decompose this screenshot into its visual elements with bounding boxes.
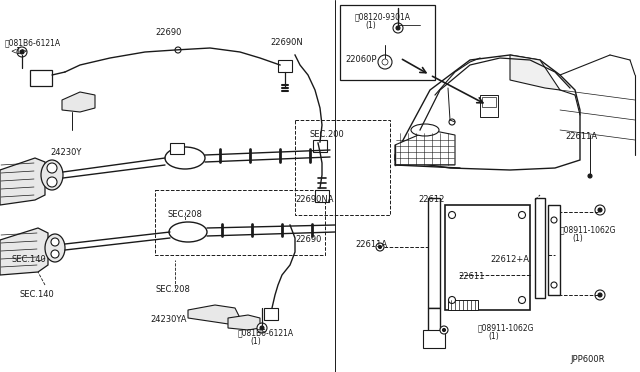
Ellipse shape — [45, 234, 65, 262]
Text: 22611A: 22611A — [565, 132, 597, 141]
Circle shape — [440, 326, 448, 334]
Circle shape — [595, 290, 605, 300]
Text: 22612: 22612 — [418, 195, 444, 204]
Circle shape — [51, 250, 59, 258]
Polygon shape — [395, 55, 580, 170]
Text: (1): (1) — [572, 234, 583, 243]
Circle shape — [518, 296, 525, 304]
Bar — [315, 190, 329, 202]
Text: Ⓑ08120-9301A: Ⓑ08120-9301A — [355, 12, 411, 21]
Text: (1): (1) — [488, 332, 499, 341]
Circle shape — [449, 296, 456, 304]
Text: SEC.140: SEC.140 — [20, 290, 55, 299]
Text: SEC.208: SEC.208 — [155, 285, 190, 294]
Text: 22690N: 22690N — [270, 38, 303, 47]
Ellipse shape — [169, 222, 207, 242]
Bar — [428, 308, 440, 338]
Polygon shape — [228, 315, 260, 330]
Text: Ⓑ081B6-6121A: Ⓑ081B6-6121A — [5, 38, 61, 47]
Polygon shape — [0, 158, 45, 205]
Text: <1>: <1> — [10, 47, 28, 56]
Circle shape — [598, 208, 602, 212]
Circle shape — [598, 293, 602, 297]
Text: Ⓑ081B6-6121A: Ⓑ081B6-6121A — [238, 328, 294, 337]
Circle shape — [551, 282, 557, 288]
Circle shape — [396, 26, 400, 30]
Ellipse shape — [165, 147, 205, 169]
Polygon shape — [62, 92, 95, 112]
Bar — [30, 70, 52, 86]
Bar — [295, 120, 390, 215]
Text: Ⓝ08911-1062G: Ⓝ08911-1062G — [560, 225, 616, 234]
Ellipse shape — [41, 160, 63, 190]
Circle shape — [260, 326, 264, 330]
Text: SEC.200: SEC.200 — [310, 130, 345, 139]
Bar — [445, 205, 530, 310]
Bar — [482, 97, 496, 107]
Text: SEC.140: SEC.140 — [12, 255, 47, 264]
Text: 22611A: 22611A — [355, 240, 387, 249]
Text: 22612+A: 22612+A — [490, 255, 529, 264]
Circle shape — [382, 59, 388, 65]
Text: SEC.208: SEC.208 — [168, 210, 203, 219]
Circle shape — [442, 328, 445, 331]
Circle shape — [449, 119, 455, 125]
Bar — [155, 190, 325, 255]
Bar — [340, 5, 435, 80]
Text: 24230Y: 24230Y — [50, 148, 81, 157]
Text: 22690: 22690 — [155, 28, 181, 37]
Circle shape — [449, 212, 456, 218]
Bar — [448, 300, 478, 310]
Polygon shape — [0, 228, 48, 275]
Bar — [423, 330, 445, 348]
Bar — [313, 140, 327, 152]
Circle shape — [17, 47, 27, 57]
Circle shape — [393, 23, 403, 33]
Bar — [548, 205, 560, 295]
Text: (1): (1) — [365, 21, 376, 30]
Polygon shape — [395, 130, 455, 165]
Circle shape — [518, 212, 525, 218]
Circle shape — [376, 243, 384, 251]
Circle shape — [257, 323, 267, 333]
Bar — [278, 60, 292, 72]
Text: 24230YA: 24230YA — [150, 315, 186, 324]
Ellipse shape — [411, 124, 439, 136]
Bar — [428, 198, 440, 308]
Bar — [264, 308, 278, 320]
Circle shape — [595, 205, 605, 215]
Circle shape — [378, 55, 392, 69]
Circle shape — [20, 50, 24, 54]
Bar — [170, 143, 184, 154]
Text: (1): (1) — [250, 337, 260, 346]
Bar — [535, 198, 545, 298]
Circle shape — [551, 217, 557, 223]
Polygon shape — [188, 305, 240, 325]
Text: 22611: 22611 — [458, 272, 484, 281]
Circle shape — [175, 47, 181, 53]
Text: 22060P: 22060P — [345, 55, 376, 64]
Circle shape — [378, 246, 381, 248]
Circle shape — [47, 163, 57, 173]
Bar — [480, 95, 498, 117]
Text: Ⓝ08911-1062G: Ⓝ08911-1062G — [478, 323, 534, 332]
Circle shape — [588, 174, 592, 178]
Text: JPP600R: JPP600R — [570, 355, 605, 364]
Text: 22690NA: 22690NA — [295, 195, 333, 204]
Circle shape — [51, 238, 59, 246]
Text: 22690: 22690 — [295, 235, 321, 244]
Polygon shape — [510, 55, 560, 90]
Circle shape — [47, 177, 57, 187]
